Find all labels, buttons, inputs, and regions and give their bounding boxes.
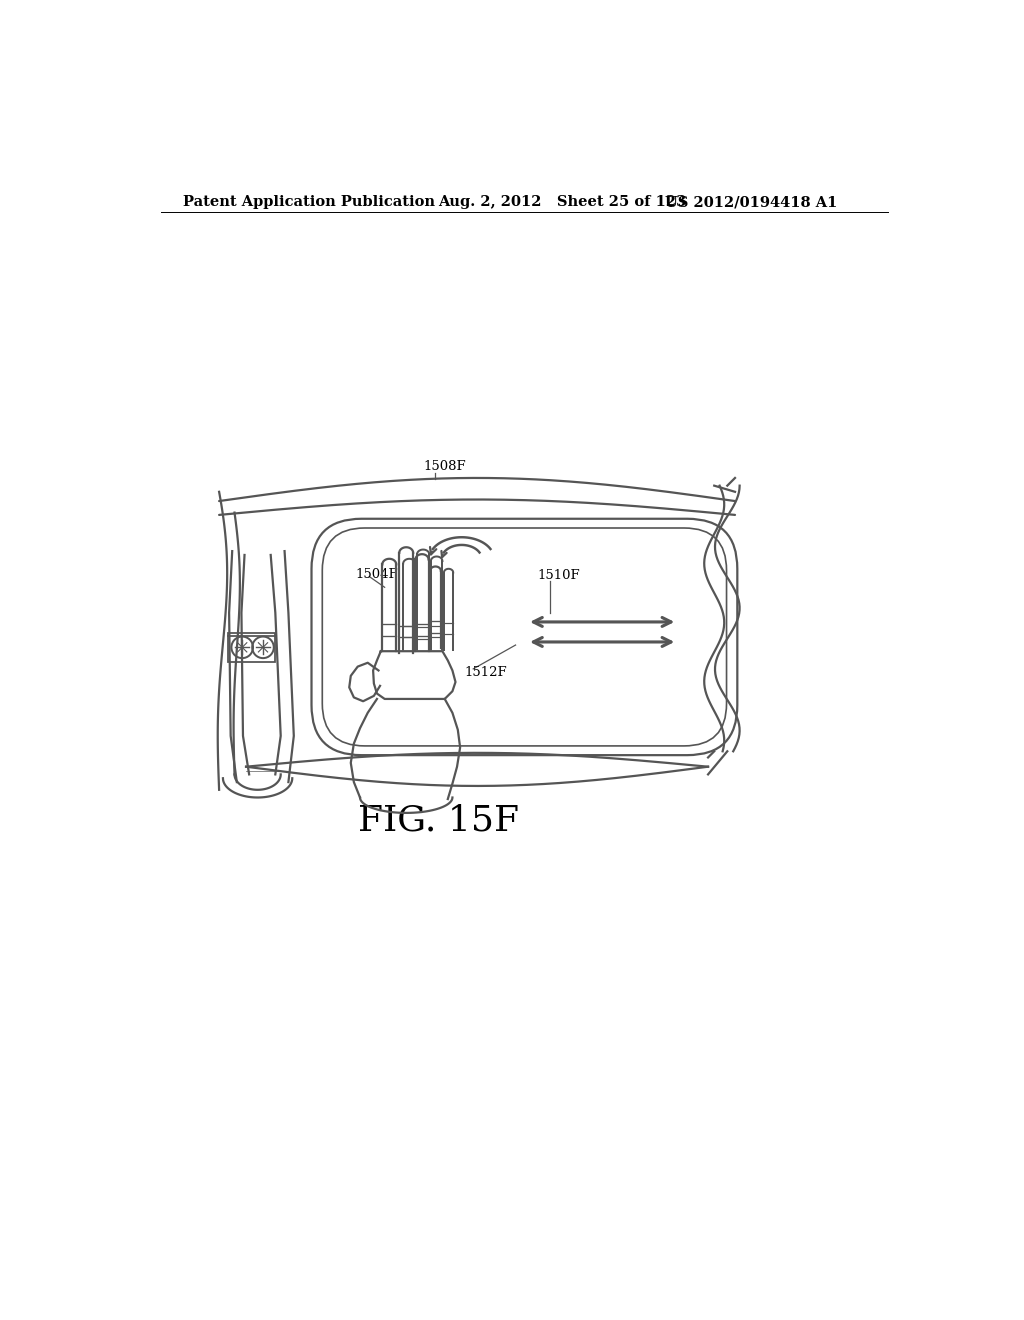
Text: Patent Application Publication: Patent Application Publication: [183, 195, 435, 210]
Polygon shape: [373, 651, 456, 700]
Text: FIG. 15F: FIG. 15F: [358, 804, 519, 838]
Text: 1508F: 1508F: [423, 459, 466, 473]
Text: 1512F: 1512F: [464, 667, 507, 680]
Text: 1504F: 1504F: [355, 568, 398, 581]
Text: US 2012/0194418 A1: US 2012/0194418 A1: [665, 195, 838, 210]
Text: Aug. 2, 2012   Sheet 25 of 123: Aug. 2, 2012 Sheet 25 of 123: [438, 195, 687, 210]
Polygon shape: [349, 663, 380, 701]
Text: 1510F: 1510F: [538, 569, 580, 582]
